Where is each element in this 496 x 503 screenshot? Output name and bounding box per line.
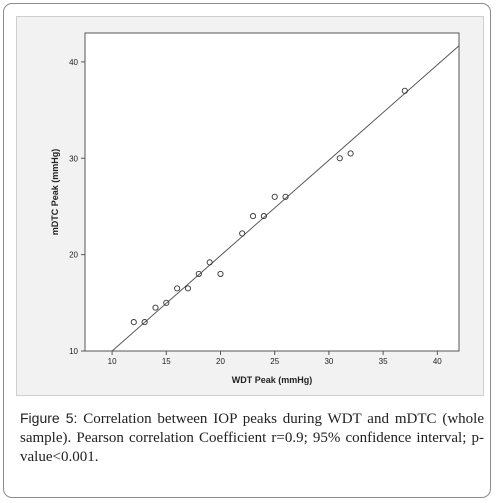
x-tick-label: 20 [216,357,225,366]
data-point [195,270,202,277]
x-tick-label: 40 [433,357,442,366]
y-axis-title: mDTC Peak (mmHg) [50,149,60,236]
data-point [163,299,170,306]
y-tick-label: 40 [69,58,78,67]
x-tick-label: 15 [162,357,171,366]
data-point [249,213,257,220]
y-tick-label: 10 [69,347,78,356]
figure-caption: Figure 5: Correlation between IOP peaks … [20,409,484,467]
data-points [130,87,408,326]
data-point [271,193,278,200]
data-point [206,259,213,266]
x-tick-label: 35 [379,357,388,366]
regression-line [111,45,460,352]
data-point [174,285,181,292]
x-tick-label: 10 [108,357,117,366]
data-point [401,87,408,94]
data-point [130,319,137,326]
data-point [141,319,148,326]
data-point [184,285,192,292]
data-point [347,150,354,157]
data-point [260,213,267,220]
x-axis-title: WDT Peak (mmHg) [232,375,313,385]
data-point [217,270,224,277]
y-tick-label: 30 [69,154,78,163]
data-point [152,304,159,311]
data-point [239,230,246,237]
data-point [282,193,289,200]
figure-frame: 10 15 20 25 30 35 40 10 20 30 40 WDT Peak (mmHg) … [3,3,491,498]
plot-area [84,32,460,352]
x-tick-label: 25 [270,357,279,366]
y-tick-label: 20 [69,251,78,260]
caption-text: Correlation between IOP peaks during WDT… [20,411,485,465]
data-point [336,155,343,162]
x-tick-label: 30 [324,357,333,366]
y-axis-ticks: 10 20 30 40 [69,58,85,356]
figure-label: Figure 5: [20,410,78,426]
x-axis-ticks: 10 15 20 25 30 35 40 [108,351,442,366]
plot-panel: 10 15 20 25 30 35 40 10 20 30 40 WDT Peak (mmHg) … [16,16,484,396]
